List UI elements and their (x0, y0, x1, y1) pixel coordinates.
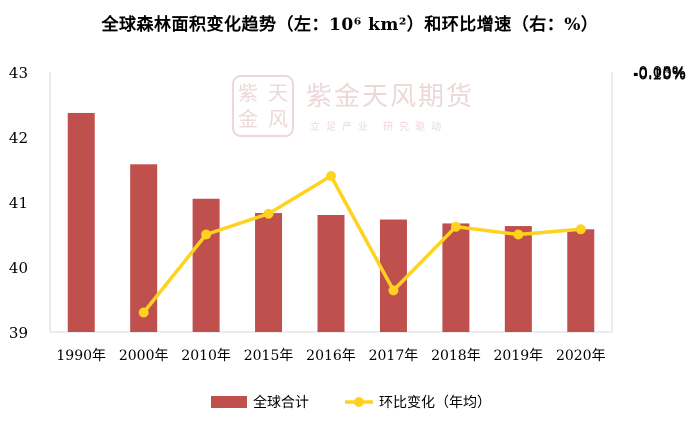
x-tick-label: 2020年 (556, 348, 606, 364)
legend-label-line: 环比变化（年均） (379, 395, 491, 411)
left-tick-label: 43 (9, 64, 28, 82)
watermark-seal-char: 金 (238, 107, 258, 131)
x-tick-label: 2000年 (119, 348, 169, 364)
x-tick-label: 2018年 (431, 348, 481, 364)
bar (192, 198, 220, 332)
x-tick-label: 2019年 (494, 348, 544, 364)
legend-swatch-marker (354, 397, 364, 407)
line-point (201, 229, 212, 240)
x-tick-label: 2016年 (306, 348, 356, 364)
line-point (575, 224, 586, 235)
bar (67, 112, 95, 332)
x-tick-label: 2017年 (369, 348, 419, 364)
right-tick-label: 0.00% (638, 63, 686, 81)
bar (255, 213, 283, 332)
left-tick-label: 41 (9, 194, 28, 212)
bar (442, 223, 470, 332)
bar (130, 164, 158, 332)
left-tick-label: 40 (9, 259, 28, 277)
watermark-brand: 紫金天风期货 (306, 82, 474, 112)
line-point (263, 208, 274, 219)
legend-label-bars: 全球合计 (253, 394, 309, 411)
right-tick-label: -0.10% (633, 64, 686, 82)
right-tick-label: -0.20% (633, 66, 686, 84)
chart-title: 全球森林面积变化趋势（左：10⁶ km²）和环比增速（右：%） (101, 15, 599, 35)
line-point (138, 307, 149, 318)
line-point (326, 171, 336, 181)
left-tick-label: 42 (9, 129, 28, 147)
x-tick-label: 2010年 (181, 348, 231, 364)
right-tick-label: -0.15% (633, 65, 686, 83)
left-tick-label: 39 (9, 324, 28, 342)
line-series (142, 174, 581, 314)
x-tick-label: 1990年 (56, 348, 106, 364)
legend-swatch-bars (211, 396, 247, 408)
watermark-seal-char: 风 (268, 107, 288, 131)
bar (504, 226, 532, 332)
bar (567, 229, 595, 332)
line-point (388, 285, 399, 296)
watermark-seal-char: 天 (268, 81, 288, 105)
line-point (450, 221, 461, 232)
line-point (513, 229, 524, 240)
watermark-slogan: 立足产业 研究驱动 (310, 120, 447, 133)
bar (317, 215, 345, 332)
watermark-seal (232, 75, 294, 137)
right-tick-label: -0.05% (633, 64, 686, 82)
watermark-seal-char: 紫 (238, 81, 258, 105)
x-tick-label: 2015年 (244, 348, 294, 364)
